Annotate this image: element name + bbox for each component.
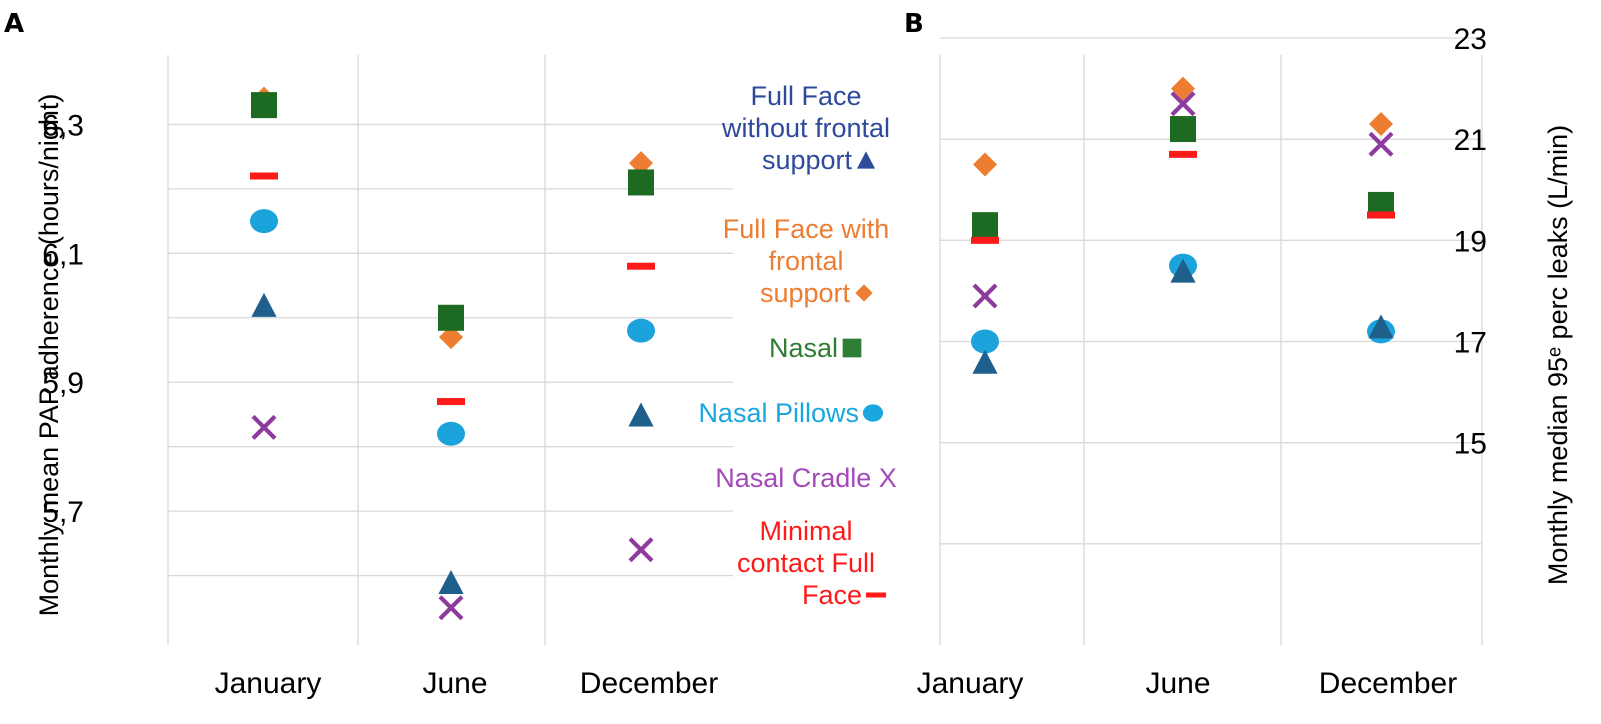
panel-b-y-ticks: 15 17 19 21 23 — [1454, 23, 1487, 461]
panel-b-full-face-with-frontal-point — [1369, 111, 1393, 136]
legend-label: Nasal Cradle X — [715, 463, 897, 493]
panel-b-nasal-cradle-point — [972, 283, 998, 309]
legend-circle-icon — [862, 404, 884, 422]
panel-b-nasal-cradle-point — [1368, 131, 1394, 157]
panel-b-full-face-without-frontal-point — [1368, 314, 1394, 339]
panel-a-letter: A — [4, 9, 24, 39]
panel-b-x-tick-label: June — [1145, 667, 1210, 700]
panel-a-full-face-without-frontal-point — [251, 292, 277, 317]
panel-b-full-face-without-frontal-point — [972, 349, 998, 374]
panel-b-y-axis-label: Monthly median 95ᵉ perc leaks (L/min) — [1543, 125, 1573, 585]
panel-b-full-face-without-frontal-point — [1170, 258, 1196, 283]
legend-label: Face — [802, 580, 862, 610]
panel-a-nasal-pillows-point — [250, 209, 278, 234]
panel-b-full-face-with-frontal-point — [1171, 76, 1195, 101]
panel-b-letter: B — [904, 9, 924, 39]
panel-a-x-tick-label: June — [422, 667, 487, 700]
panel-a-full-face-with-frontal-point — [629, 151, 653, 176]
legend-item-nasal: Nasal — [769, 333, 862, 363]
panel-b-grid — [939, 37, 1483, 645]
panel-a-minimal-contact-point — [437, 398, 465, 406]
panel-a-y-tick-label: 5,9 — [42, 367, 84, 400]
panel-b-nasal-point — [1170, 116, 1196, 143]
panel-b-y-tick-label: 21 — [1454, 124, 1487, 157]
legend-label: frontal — [768, 246, 843, 276]
panel-a-y-tick-label: 5,7 — [42, 496, 84, 529]
panel-b-full-face-with-frontal-point — [973, 152, 997, 177]
panel-a-full-face-without-frontal-point — [438, 570, 464, 594]
panel-b: B 15 17 19 21 23 January June December Monthly… — [904, 9, 1573, 700]
legend-label: contact Full — [737, 548, 875, 578]
panel-b-minimal-contact-point — [1367, 211, 1395, 219]
panel-a-nasal-cradle-point — [251, 414, 277, 440]
panel-a-nasal-point — [438, 304, 464, 331]
panel-a-nasal-cradle-point — [628, 537, 654, 563]
panel-a-minimal-contact-point — [250, 172, 278, 180]
legend-item-nasal-cradle: Nasal Cradle X — [715, 463, 897, 493]
legend-square-icon — [842, 338, 862, 358]
panel-a-nasal-cradle-point — [438, 595, 464, 621]
panel-a-y-axis-label: Monthly mean PAP adherence (hours/night) — [34, 94, 64, 617]
panel-a-nasal-point — [251, 92, 277, 119]
panel-a-nasal-pillows-point — [437, 421, 465, 446]
panel-b-y-tick-label: 15 — [1454, 428, 1487, 461]
legend-label: support — [760, 278, 851, 308]
panel-a-x-tick-label: January — [215, 667, 322, 700]
legend-diamond-icon — [855, 284, 873, 302]
panel-b-minimal-contact-point — [971, 236, 999, 244]
panel-a-y-ticks: 5,7 5,9 6,1 6,3 — [42, 109, 84, 529]
panel-b-nasal-cradle-point — [1170, 91, 1196, 117]
panel-a-full-face-without-frontal-point — [628, 402, 654, 427]
panel-b-minimal-contact-point — [1169, 150, 1197, 158]
legend-triangle-icon — [856, 151, 876, 169]
legend-label: Full Face with — [723, 214, 890, 244]
panel-b-nasal-point — [972, 212, 998, 239]
panel-a-x-ticks: January June December — [215, 667, 719, 700]
panel-b-y-tick-label: 17 — [1454, 327, 1487, 360]
legend-label: Nasal — [769, 333, 838, 363]
panel-a-x-tick-label: December — [580, 667, 718, 700]
legend-label: support — [762, 145, 853, 175]
panel-a-y-tick-label: 6,3 — [42, 109, 84, 142]
panel-a-nasal-point — [628, 169, 654, 196]
legend-label: Full Face — [750, 81, 861, 111]
panel-b-x-tick-label: January — [917, 667, 1024, 700]
panel-b-marks — [971, 76, 1395, 374]
panel-b-y-tick-label: 23 — [1454, 23, 1487, 56]
panel-b-nasal-pillows-point — [971, 329, 999, 354]
legend-label: without frontal — [721, 113, 890, 143]
panel-a-full-face-with-frontal-point — [439, 325, 463, 350]
panel-a-nasal-pillows-point — [627, 318, 655, 343]
legend-item-nasal-pillows: Nasal Pillows — [698, 398, 884, 428]
panel-a-y-tick-label: 6,1 — [42, 238, 84, 271]
legend-dash-icon — [865, 592, 887, 598]
panel-a: A 5,7 5,9 6,1 6,3 January June December Month… — [4, 9, 733, 700]
legend-label: Nasal Pillows — [698, 398, 859, 428]
panel-b-x-tick-label: December — [1319, 667, 1457, 700]
panel-a-minimal-contact-point — [627, 262, 655, 270]
panel-a-marks — [250, 86, 655, 621]
panel-b-x-ticks: January June December — [917, 667, 1458, 700]
panel-b-y-tick-label: 19 — [1454, 225, 1487, 258]
legend-label: Minimal — [759, 516, 852, 546]
